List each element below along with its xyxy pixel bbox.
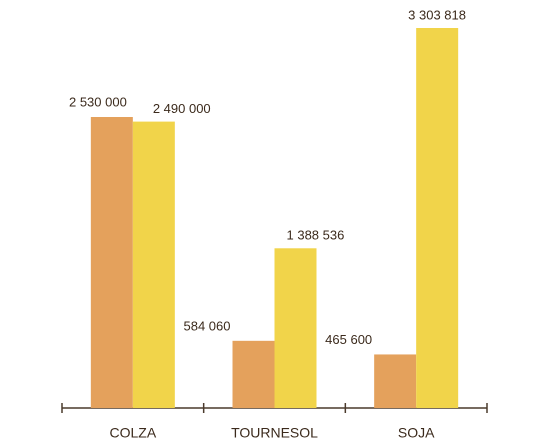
bar [374, 354, 417, 408]
x-tick-label: COLZA [109, 425, 156, 441]
data-label: 584 060 [184, 318, 231, 333]
x-tick-label: SOJA [398, 425, 435, 441]
x-tick-label: TOURNESOL [231, 425, 318, 441]
bar [90, 117, 133, 408]
data-label: 1 388 536 [287, 228, 345, 243]
data-label: 3 303 818 [408, 7, 466, 22]
data-label: 2 530 000 [69, 94, 127, 109]
bar [274, 248, 317, 408]
data-label: 465 600 [325, 332, 372, 347]
bar [232, 340, 275, 408]
bar [132, 121, 175, 409]
data-label: 2 490 000 [153, 101, 211, 116]
bar [416, 28, 459, 408]
